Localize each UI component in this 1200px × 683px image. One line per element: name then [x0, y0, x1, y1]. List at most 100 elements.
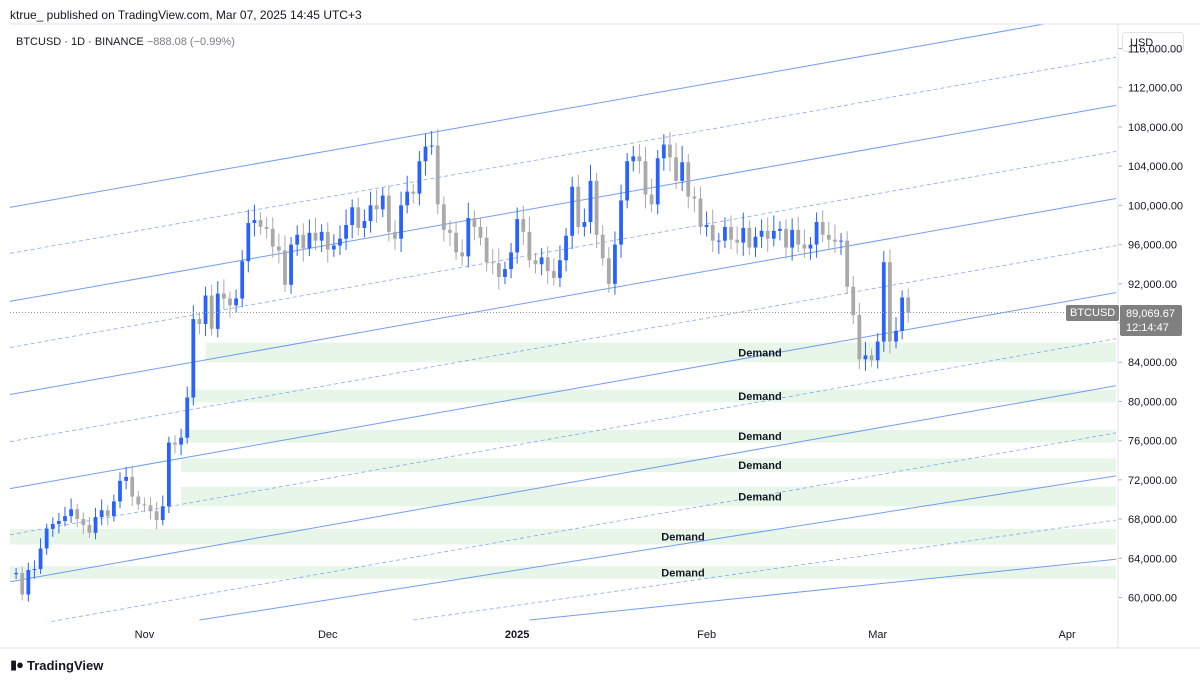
candle-body [784, 228, 788, 248]
candle-body [894, 330, 898, 342]
candle-body [374, 205, 379, 210]
candle-body [87, 524, 92, 533]
candles [14, 128, 911, 602]
candle-body [637, 156, 642, 162]
candle-body [747, 227, 752, 248]
candle-body [435, 145, 440, 205]
candle-body [20, 572, 25, 595]
candle-body [551, 271, 556, 278]
candle-body [393, 231, 397, 239]
price-label: 92,000.00 [1128, 279, 1177, 291]
candle-body [111, 501, 116, 517]
candle-body [564, 235, 568, 261]
candle-body [283, 250, 287, 285]
candle-body [704, 224, 709, 227]
price-label: 68,000.00 [1128, 514, 1177, 526]
candle-body [191, 319, 196, 398]
candle-body [710, 224, 715, 241]
candle-body [503, 269, 507, 277]
candle-body [509, 252, 513, 270]
demand-label: Demand [738, 431, 781, 443]
candle-body [289, 244, 293, 285]
time-label: Nov [135, 629, 155, 641]
candle-body [472, 218, 477, 227]
candle-body [851, 286, 856, 316]
candle-body [527, 231, 532, 261]
candle-body [356, 207, 361, 228]
candle-body [759, 230, 764, 237]
candle-body [448, 229, 452, 233]
time-label: Feb [697, 629, 716, 641]
candle-body [142, 504, 147, 506]
bar-countdown: 12:14:47 [1126, 321, 1169, 334]
demand-labels: Demand Demand Demand Demand Demand Demand Dema… [661, 347, 781, 579]
last-price-value: 89,069.67 [1126, 307, 1175, 320]
demand-label: Demand [661, 532, 704, 544]
candle-body [399, 205, 403, 239]
currency-selector[interactable]: USD [1122, 32, 1184, 52]
candle-body [93, 517, 98, 533]
demand-zone [181, 429, 1116, 443]
time-axis: Nov Dec 2025 Feb Mar Apr [135, 629, 1076, 641]
time-label: Dec [318, 629, 338, 641]
candle-body [753, 236, 758, 248]
price-label: 108,000.00 [1128, 122, 1183, 134]
brand-name: TradingView [27, 657, 104, 673]
candle-body [118, 480, 122, 502]
candle-body [362, 221, 367, 228]
candle-body [32, 569, 37, 571]
candle-body [490, 262, 495, 264]
candle-body [344, 224, 348, 239]
candle-body [44, 528, 49, 549]
candle-body [105, 510, 110, 517]
symbol-legend[interactable]: BTCUSD · 1D · BINANCE −888.08 (−0.99%) [16, 36, 235, 48]
channel-line [529, 558, 1116, 621]
candle-body [869, 355, 874, 361]
symbol-info: BTCUSD · 1D · BINANCE [16, 36, 144, 48]
candle-body [729, 226, 733, 240]
candle-body [75, 509, 80, 520]
candle-body [160, 506, 165, 521]
candle-body [466, 218, 471, 257]
candle-body [484, 237, 489, 263]
candle-body [197, 319, 202, 324]
price-change: −888.08 (−0.99%) [146, 36, 235, 48]
price-label: 116,000.00 [1128, 44, 1182, 56]
channel-midline [413, 519, 1116, 621]
candle-body [649, 194, 654, 205]
candle-body [166, 442, 171, 507]
candle-body [808, 244, 813, 249]
candle-body [576, 186, 581, 227]
candle-body [545, 257, 550, 272]
candle-body [723, 226, 727, 241]
candle-body [264, 226, 269, 229]
candle-body [185, 397, 190, 438]
candle-body [692, 196, 697, 199]
candle-body [771, 230, 776, 239]
channel-midline [10, 245, 1116, 443]
candle-body [814, 222, 819, 245]
candle-body [386, 195, 391, 232]
candle-body [203, 295, 208, 324]
price-label: 96,000.00 [1128, 240, 1177, 252]
demand-zone [10, 566, 1116, 579]
candle-body [124, 476, 128, 481]
demand-zone [205, 342, 1117, 363]
channel-midline [46, 432, 1116, 622]
candle-body [820, 222, 825, 235]
demand-label: Demand [738, 492, 781, 504]
demand-label: Demand [738, 391, 781, 403]
candle-body [875, 341, 880, 361]
candle-body [313, 232, 318, 241]
demand-zone [181, 458, 1116, 473]
candle-body [881, 262, 886, 342]
candle-body [319, 231, 324, 241]
channel-line [10, 292, 1116, 490]
candle-body [661, 144, 666, 159]
candle-body [478, 226, 483, 238]
candle-body [588, 180, 593, 223]
price-label: 112,000.00 [1128, 83, 1182, 95]
tradingview-brand[interactable]: ▮● TradingView [10, 657, 103, 673]
candle-body [136, 496, 141, 505]
